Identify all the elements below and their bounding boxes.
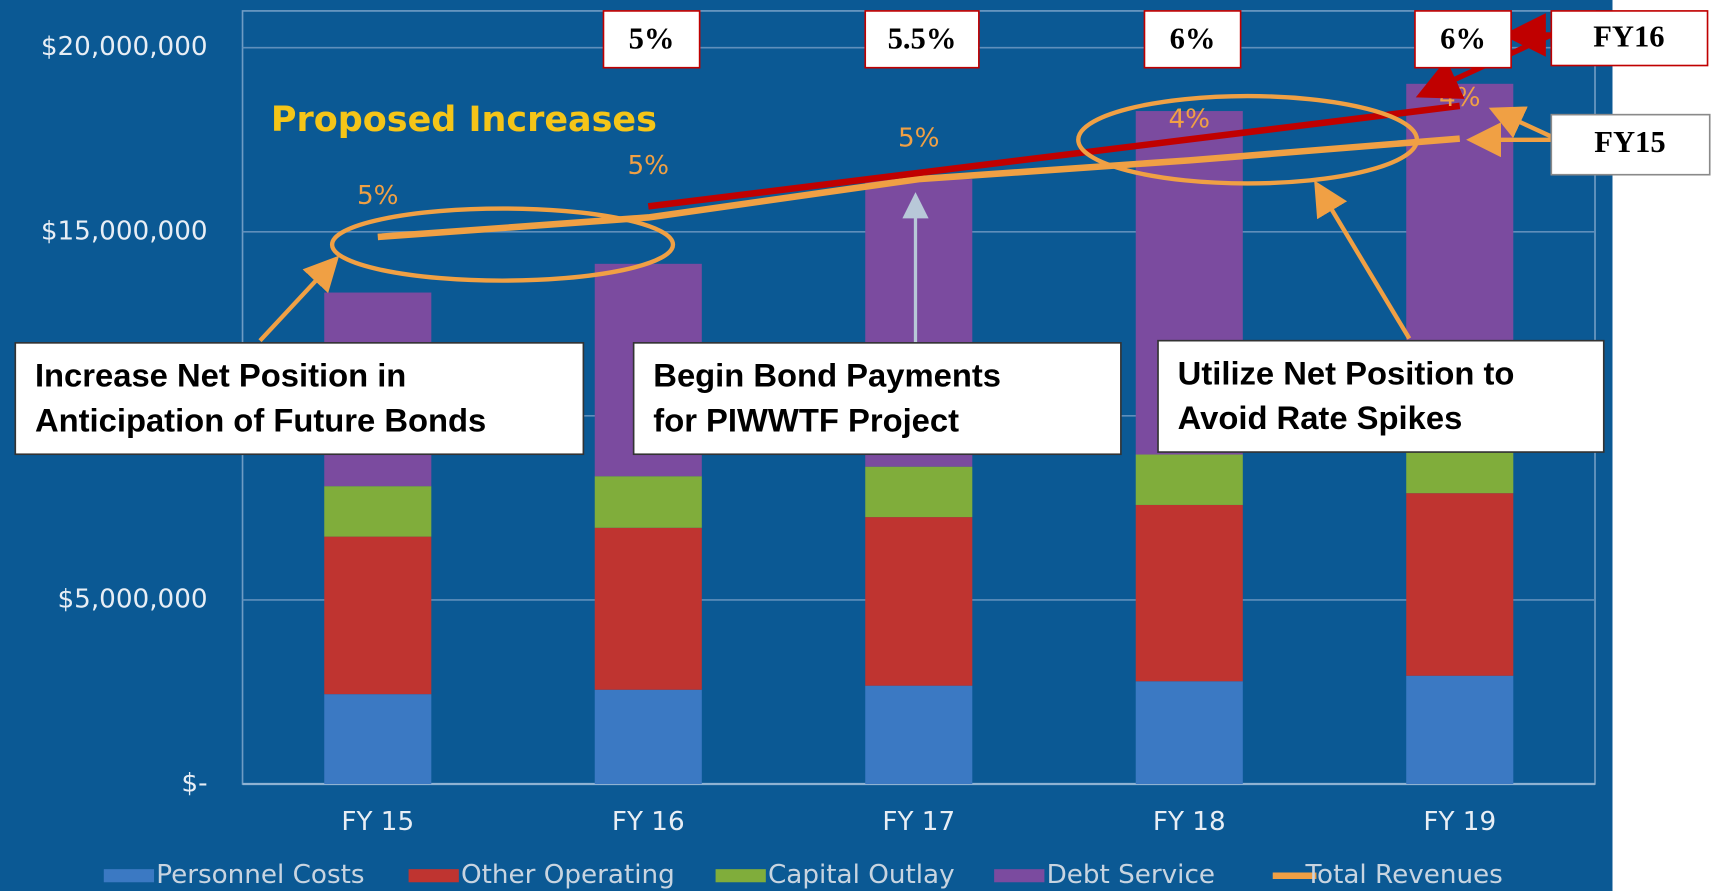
bar-segment	[1406, 675, 1514, 784]
x-tick-label: FY 18	[1153, 807, 1226, 837]
y-tick-label: $-	[181, 768, 207, 798]
y-tick-label: $15,000,000	[41, 216, 208, 246]
bar-segment	[324, 536, 432, 695]
bar-segment	[594, 689, 702, 784]
rate-label: 5%	[898, 123, 940, 153]
bar-segment	[1135, 681, 1243, 784]
rate-box	[1143, 10, 1242, 69]
x-tick-label: FY 17	[882, 807, 955, 837]
bar-segment	[594, 527, 702, 690]
bar-segment	[865, 685, 973, 784]
legend-label: Capital Outlay	[768, 860, 955, 890]
y-tick-label: $5,000,000	[58, 584, 208, 614]
rate-label: 5%	[357, 181, 399, 211]
rate-label: 4%	[1168, 105, 1210, 135]
x-tick-label: FY 15	[341, 807, 414, 837]
rate-box-label: 6%	[1440, 22, 1486, 56]
bar-segment	[1406, 493, 1514, 676]
label-box-text: FY15	[1594, 125, 1665, 159]
rate-box	[602, 10, 701, 69]
highlights	[258, 93, 1553, 343]
callout-box	[14, 342, 585, 456]
callout-box	[632, 342, 1122, 456]
legend-label: Other Operating	[461, 860, 675, 890]
y-tick-label: $20,000,000	[41, 32, 208, 62]
bar-segment	[324, 486, 432, 537]
callout-text: Avoid Rate Spikes	[1178, 399, 1463, 436]
rate-label: 4%	[1439, 83, 1481, 113]
x-tick-label: FY 19	[1423, 807, 1496, 837]
callout-text: Increase Net Position in	[35, 357, 406, 394]
label-box-text: FY16	[1593, 19, 1664, 53]
legend-swatch	[715, 869, 766, 883]
bar-segment	[1135, 454, 1243, 505]
rate-box	[1414, 10, 1512, 69]
bar-segment	[865, 517, 973, 686]
bar-segment	[594, 476, 702, 528]
label-box	[1550, 10, 1709, 67]
callout-box	[1157, 339, 1605, 453]
x-tick-label: FY 16	[612, 807, 685, 837]
rate-box-label: 5.5%	[888, 22, 957, 56]
callout-text: Utilize Net Position to	[1178, 354, 1515, 391]
rate-label: 5%	[627, 151, 669, 181]
bar-segment	[324, 694, 432, 784]
chart-title: Proposed Increases	[271, 100, 657, 140]
legend-swatch	[103, 869, 155, 883]
bar-segment	[1135, 504, 1243, 682]
label-box	[1550, 113, 1711, 176]
rate-box-label: 6%	[1170, 22, 1216, 56]
bar-segment	[865, 466, 973, 518]
proposal-line	[647, 102, 1461, 210]
callout-text: Anticipation of Future Bonds	[35, 401, 486, 438]
legend-swatch	[408, 869, 459, 883]
callout-text: for PIWWTF Project	[653, 401, 959, 438]
legend-swatch	[994, 869, 1045, 883]
legend-label: Total Revenues	[1305, 860, 1503, 890]
revenue-line	[377, 135, 1461, 241]
legend-label: Debt Service	[1047, 860, 1215, 890]
callout-text: Begin Bond Payments	[653, 357, 1001, 394]
rate-box	[864, 10, 980, 69]
legend-label: Personnel Costs	[156, 860, 364, 890]
rate-box-label: 5%	[629, 22, 675, 56]
